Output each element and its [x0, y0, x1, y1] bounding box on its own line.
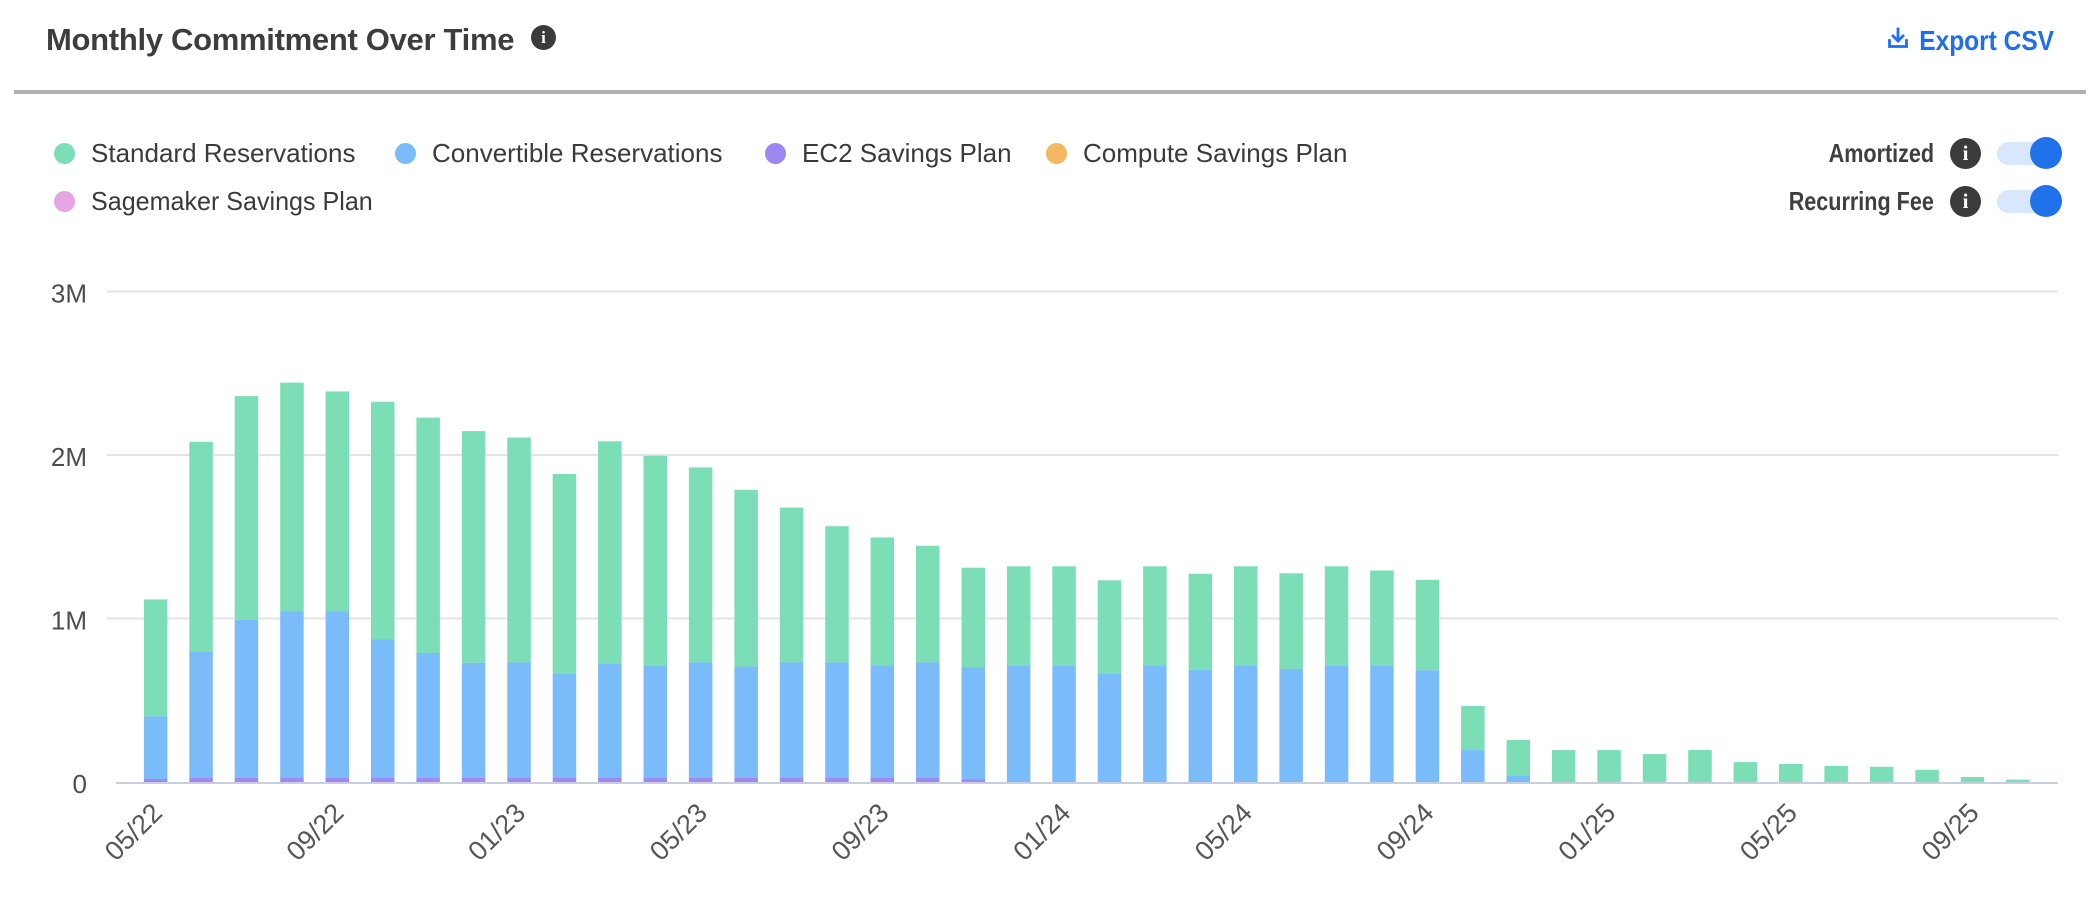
svg-text:3M: 3M	[51, 279, 87, 309]
svg-text:05/22: 05/22	[99, 798, 168, 867]
svg-text:0: 0	[73, 769, 87, 799]
svg-text:09/24: 09/24	[1371, 798, 1440, 867]
svg-text:05/23: 05/23	[644, 798, 713, 867]
svg-text:2M: 2M	[51, 442, 87, 472]
svg-text:09/22: 09/22	[281, 798, 350, 867]
svg-text:09/25: 09/25	[1916, 798, 1985, 867]
svg-text:01/23: 01/23	[462, 798, 531, 867]
svg-text:05/24: 05/24	[1189, 798, 1258, 867]
svg-text:01/25: 01/25	[1552, 798, 1621, 867]
svg-text:01/24: 01/24	[1007, 798, 1076, 867]
svg-text:1M: 1M	[51, 606, 87, 636]
svg-text:09/23: 09/23	[826, 798, 895, 867]
svg-text:05/25: 05/25	[1734, 798, 1803, 867]
